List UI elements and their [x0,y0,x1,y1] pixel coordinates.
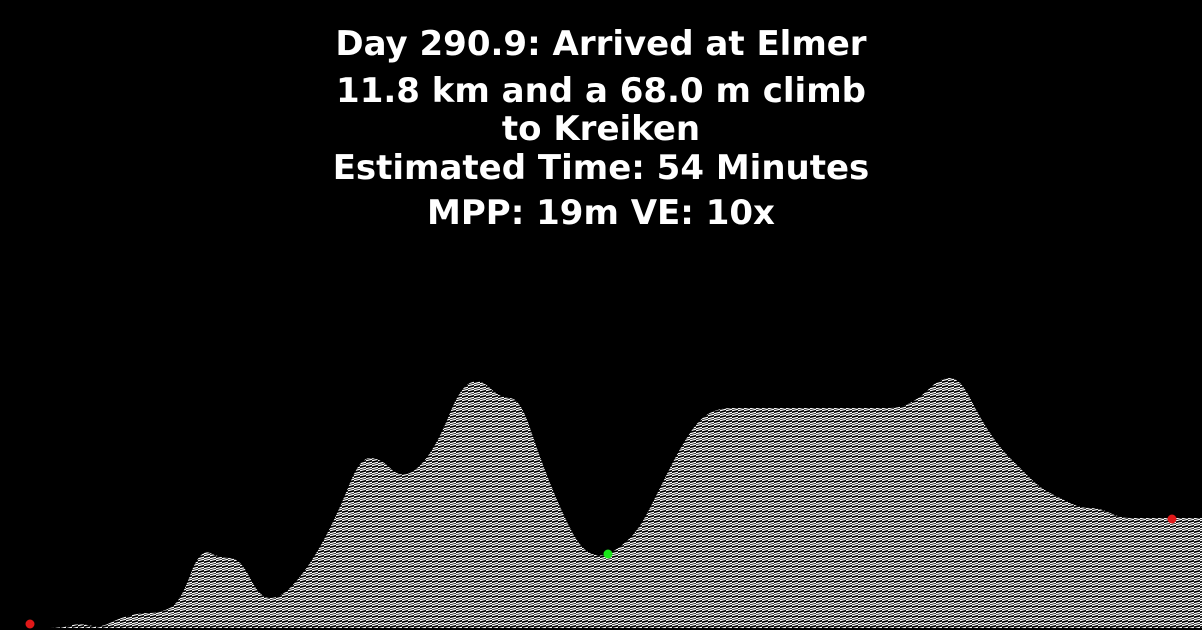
terrain-profile-area [0,378,1202,628]
current-location-marker [603,549,613,559]
estimated-time-text: Estimated Time: 54 Minutes [332,148,870,188]
scale-info-text: MPP: 19m VE: 10x [427,193,775,233]
end-location-marker [1167,514,1177,524]
start-location-marker [25,619,35,629]
next-leg-distance-text: 11.8 km and a 68.0 m climb [336,71,866,111]
arrival-status-text: Day 290.9: Arrived at Elmer [335,24,867,64]
next-destination-text: to Kreiken [501,109,701,149]
